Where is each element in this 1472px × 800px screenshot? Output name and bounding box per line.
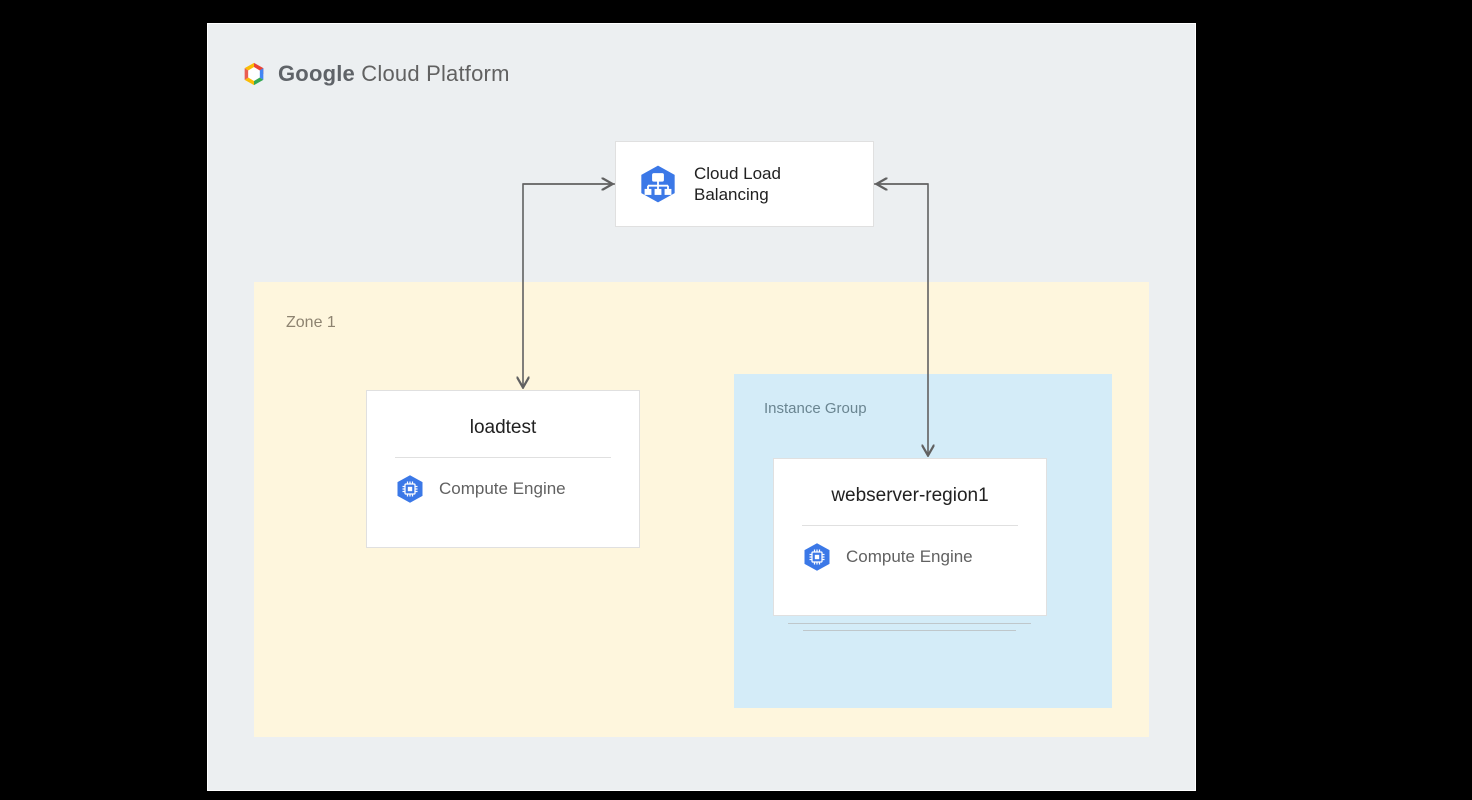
webserver-service-row: Compute Engine xyxy=(774,526,1046,592)
instance-group-label: Instance Group xyxy=(764,400,867,417)
loadtest-service-row: Compute Engine xyxy=(367,458,639,524)
zone-label: Zone 1 xyxy=(286,314,336,332)
load-balancer-box: Cloud Load Balancing xyxy=(615,141,874,227)
webserver-title: webserver-region1 xyxy=(774,459,1046,525)
stack-line-2 xyxy=(803,630,1016,631)
gcp-logo-icon xyxy=(240,60,268,88)
loadtest-title: loadtest xyxy=(367,391,639,457)
stack-line-1 xyxy=(788,623,1031,624)
loadtest-box: loadtest Compute Engine xyxy=(366,390,640,548)
load-balancer-label: Cloud Load Balancing xyxy=(694,163,781,206)
header: Google Cloud Platform xyxy=(240,60,510,88)
webserver-service-label: Compute Engine xyxy=(846,547,973,567)
load-balancer-icon xyxy=(638,164,678,204)
header-title: Google Cloud Platform xyxy=(278,61,510,87)
compute-engine-icon xyxy=(395,474,425,504)
webserver-box: webserver-region1 Compute Engine xyxy=(773,458,1047,616)
loadtest-service-label: Compute Engine xyxy=(439,479,566,499)
compute-engine-icon xyxy=(802,542,832,572)
